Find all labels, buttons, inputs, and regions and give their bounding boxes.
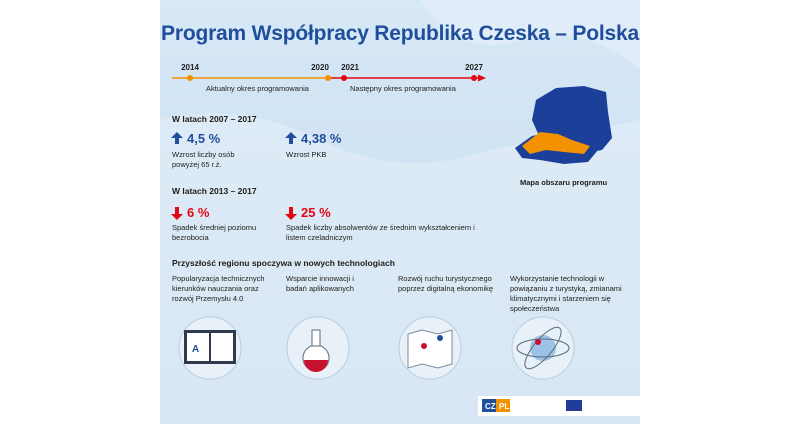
icon-tourism [398, 316, 462, 380]
stat-value: 4,38 % [301, 131, 342, 146]
title: Program Współpracy Republika Czeska – Po… [161, 22, 639, 45]
timeline-dot [471, 75, 477, 81]
stat-label: Spadek średniej poziomu bezrobocia [172, 223, 257, 242]
arrow-down [171, 207, 183, 220]
icon-education: A [178, 316, 242, 380]
infographic: A CZ PL Program Współpracy Republik [160, 0, 640, 424]
timeline-year: 2014 [181, 63, 199, 72]
stat-value: 4,5 % [187, 131, 221, 146]
graphics: A CZ PL [160, 0, 640, 424]
timeline-year: 2021 [341, 63, 359, 72]
stat-value: 6 % [187, 205, 210, 220]
timeline-dot [187, 75, 193, 81]
map-border-area [522, 132, 590, 154]
timeline-dot [341, 75, 347, 81]
timeline-year: 2027 [465, 63, 483, 72]
logo-cz: CZ [485, 402, 496, 411]
logo-pl-box [496, 399, 510, 412]
stats-heading: W latach 2007 – 2017 [172, 114, 257, 124]
icon-letter: A [192, 344, 199, 355]
stat-label: Wzrost PKB [286, 150, 327, 159]
logo-pl: PL [499, 402, 509, 411]
future-item: Rozwój ruchu turystycznego poprzez digit… [398, 274, 494, 293]
future-item: Wykorzystanie technologii w powiązaniu z… [510, 274, 622, 313]
arrow-down [285, 207, 297, 220]
logo-cz-box [482, 399, 496, 412]
timeline-arrow [478, 74, 486, 82]
icon-climate [511, 316, 575, 380]
future-item: Wsparcie innowacji i badań aplikowanych [286, 274, 354, 293]
map-caption: Mapa obszaru programu [520, 178, 608, 187]
arrow-up [171, 132, 183, 144]
icon-research [286, 316, 350, 380]
footer-box [478, 396, 640, 416]
eu-flag [566, 400, 582, 411]
stat-label: Wzrost liczby osób powyżej 65 r.ż. [172, 150, 235, 169]
arrow-up [285, 132, 297, 144]
land [420, 0, 640, 70]
stat-label: Spadek liczby absolwentów ze średnim wyk… [286, 223, 475, 242]
timeline-year: 2020 [311, 63, 329, 72]
stat-value: 25 % [301, 205, 331, 220]
stats-heading: W latach 2013 – 2017 [172, 186, 257, 196]
timeline-label: Następny okres programowania [350, 84, 456, 93]
future-item: Popularyzacja technicznych kierunków nau… [172, 274, 265, 303]
timeline-label: Aktualny okres programowania [206, 84, 309, 93]
timeline-dot [325, 75, 331, 81]
future-heading: Przyszłość regionu spoczywa w nowych tec… [172, 258, 395, 268]
